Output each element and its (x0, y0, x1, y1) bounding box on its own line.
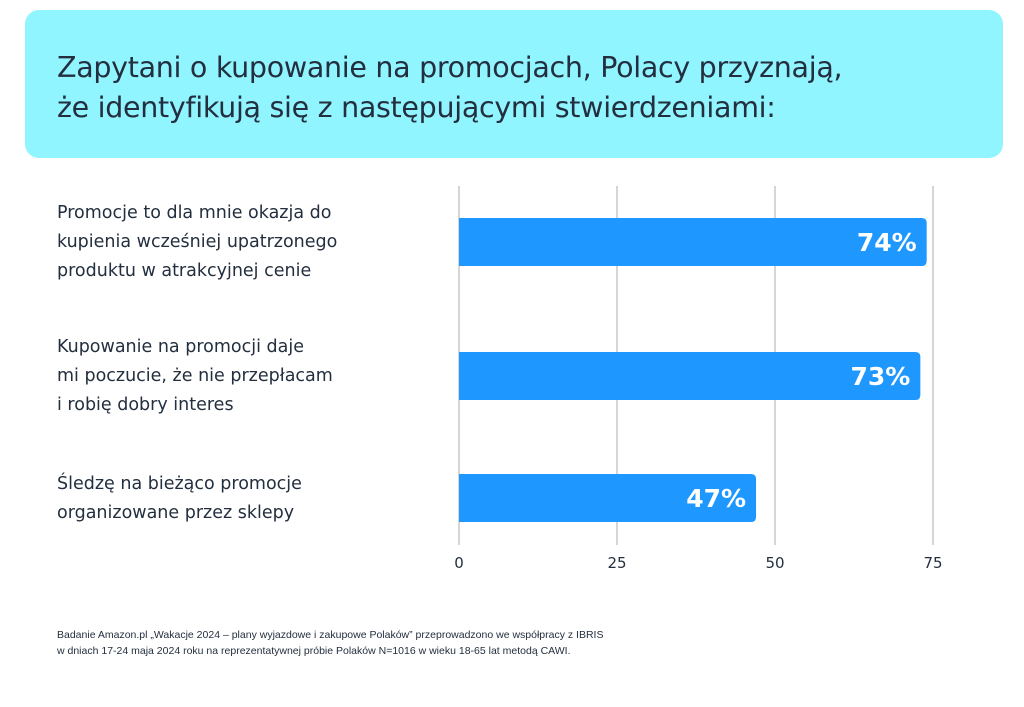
bars (459, 218, 927, 522)
category-label-2: Kupowanie na promocji daje mi poczucie, … (57, 337, 333, 415)
bar (459, 352, 921, 400)
x-tick-label: 50 (765, 554, 784, 572)
bar (459, 218, 927, 266)
data-labels: 74% 73% 47% (686, 228, 916, 513)
category-label-3: Śledzę na bieżąco promocje organizowane … (57, 474, 302, 523)
bar-value-label: 74% (857, 228, 917, 257)
x-axis-ticks: 0 25 50 75 (454, 554, 942, 572)
chart-title-line-1: Zapytani o kupowanie na promocjach, Pola… (57, 51, 843, 84)
footnote-line-1: Badanie Amazon.pl „Wakacje 2024 – plany … (57, 629, 604, 641)
x-tick-label: 0 (454, 554, 464, 572)
chart-title-line-2: że identyfikują się z następującymi stwi… (57, 91, 776, 124)
chart-title: Zapytani o kupowanie na promocjach, Pola… (57, 48, 843, 128)
footnote: Badanie Amazon.pl „Wakacje 2024 – plany … (57, 627, 603, 659)
bar-value-label: 73% (851, 362, 911, 391)
footnote-line-2: w dniach 17-24 maja 2024 roku na repreze… (57, 645, 571, 657)
bar-value-label: 47% (686, 484, 746, 513)
x-tick-label: 25 (607, 554, 626, 572)
category-label-1: Promocje to dla mnie okazja do kupienia … (57, 203, 338, 281)
x-tick-label: 75 (923, 554, 942, 572)
title-banner: Zapytani o kupowanie na promocjach, Pola… (25, 10, 1003, 158)
bar (459, 474, 757, 522)
